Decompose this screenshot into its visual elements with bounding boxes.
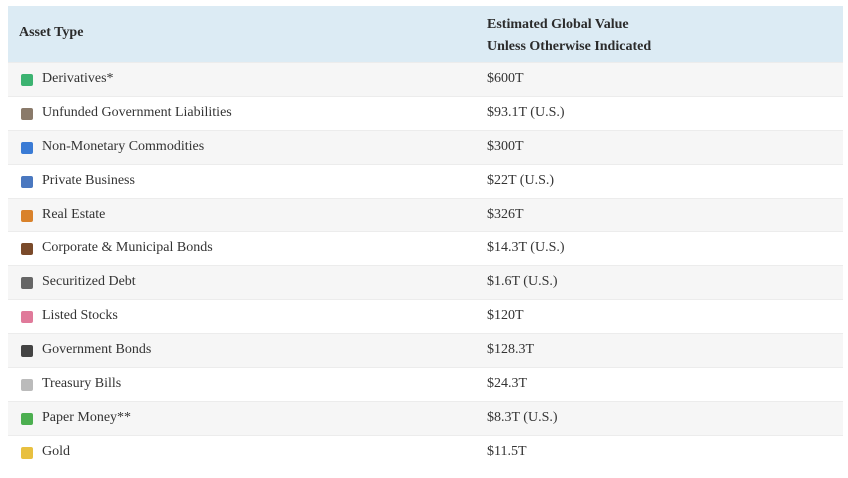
asset-type: Corporate & Municipal Bonds [42,240,213,256]
row-icon [21,446,33,459]
table-row: Securitized Debt $1.6T (U.S.) [8,265,843,300]
table-row: Derivatives* $600T [8,62,843,96]
asset-table: Asset Type Estimated Global Value Unless… [8,6,843,469]
row-icon [21,209,33,222]
row-icon [21,107,33,120]
row-icon [21,175,33,188]
asset-type: Unfunded Government Liabilities [42,104,232,120]
asset-type: Derivatives* [42,71,114,86]
asset-type: Government Bonds [42,342,152,358]
asset-type: Securitized Debt [42,274,136,290]
header-cell: Asset Type [19,25,84,40]
row-icon [21,311,33,324]
table-header: Asset Type Estimated Global Value Unless… [8,6,843,62]
asset-value: $128.3T [487,342,535,358]
asset-value: $8.3T (U.S.) [487,409,558,425]
asset-type: Private Business [42,172,135,188]
asset-value: $120T [487,308,524,324]
asset-type: Paper Money** [42,409,132,425]
asset-type: Gold [42,443,70,459]
asset-value: $1.6T (U.S.) [487,274,558,290]
row-icon [21,141,33,154]
asset-value: $600T [487,71,524,86]
asset-value: $300T [487,138,524,154]
asset-value: $24.3T [487,376,528,392]
table-row: Government Bonds $128.3T [8,333,843,368]
asset-type: Treasury Bills [42,376,122,392]
table-row: Non-Monetary Commodities $300T [8,129,843,164]
header-line: Estimated Global Value [487,17,629,32]
row-icon [21,345,33,358]
table-row: Treasury Bills $24.3T [8,367,843,401]
asset-type: Non-Monetary Commodities [42,138,205,154]
table-row: Listed Stocks $120T [8,299,843,333]
asset-value: $22T (U.S.) [487,172,555,188]
asset-value: $93.1T (U.S.) [487,104,565,120]
asset-value: $326T [487,206,524,222]
table-row: Private Business $22T (U.S.) [8,163,843,198]
table-row: Real Estate $326T [8,197,843,232]
asset-type: Real Estate [42,206,106,222]
asset-value: $14.3T (U.S.) [487,240,565,256]
table-row: Corporate & Municipal Bonds $14.3T (U.S.) [8,231,843,265]
asset-value: $11.5T [487,443,527,459]
row-icon [21,74,33,86]
row-icon [21,243,33,256]
row-icon [21,412,33,425]
row-icon [21,277,33,290]
table-body: Derivatives* $600T Unfunded Government Lia… [8,62,843,469]
table-row: Paper Money** $8.3T (U.S.) [8,400,843,435]
table-row: Unfunded Government Liabilities $93.1T (U… [8,95,843,130]
header-line: Unless Otherwise Indicated [487,39,652,54]
table-row: Gold $11.5T [8,434,843,469]
header-cell: Estimated Global Value Unless Otherwise … [487,14,651,58]
asset-type: Listed Stocks [42,308,118,324]
row-icon [21,379,33,392]
